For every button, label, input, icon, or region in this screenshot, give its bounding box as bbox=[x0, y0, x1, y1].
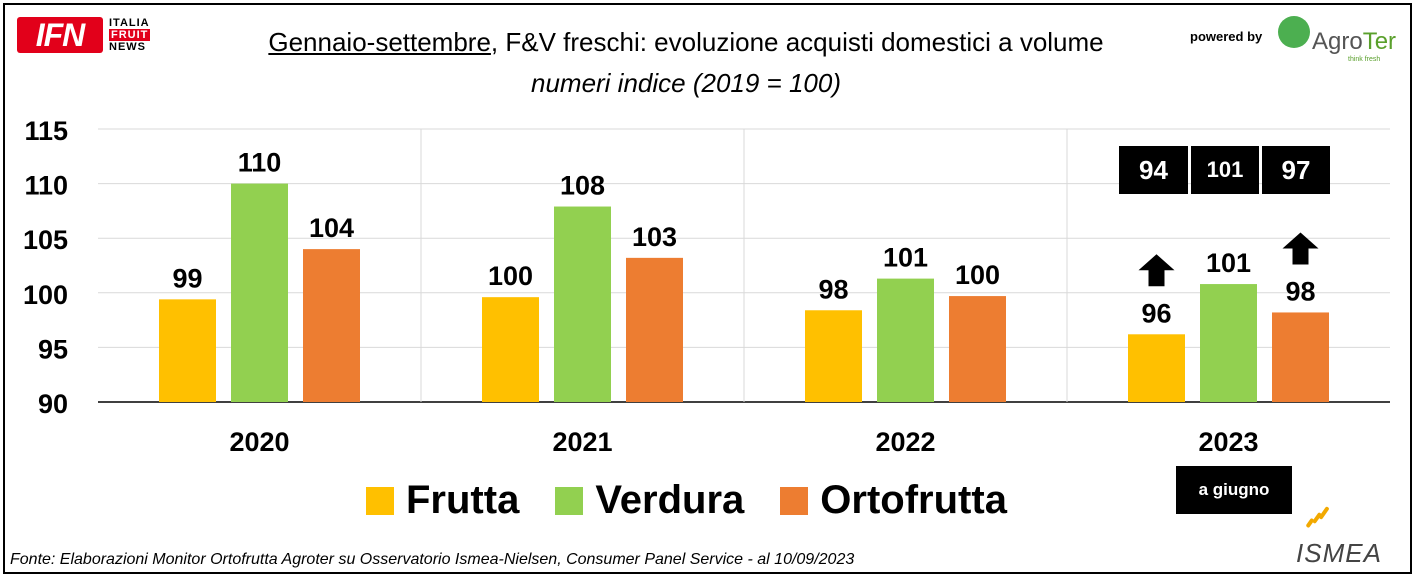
chart-title-period: Gennaio-settembre bbox=[268, 27, 491, 57]
x-tick-label: 2020 bbox=[229, 427, 289, 457]
ifn-logo-line2: FRUIT bbox=[109, 29, 151, 41]
y-tick-label: 110 bbox=[24, 171, 68, 201]
data-label: 98 bbox=[1285, 276, 1315, 306]
legend-swatch-verdura bbox=[555, 486, 584, 515]
bar-verdura-2023 bbox=[1200, 284, 1257, 402]
agroter-tagline: think fresh bbox=[1348, 56, 1381, 63]
comparison-ortofrutta: 97 bbox=[1262, 146, 1330, 194]
legend-item-verdura: Verdura bbox=[555, 478, 744, 523]
ismea-sun-icon bbox=[1306, 506, 1329, 528]
agroter-word-a: Agro bbox=[1312, 28, 1363, 55]
chart-title-rest: , F&V freschi: evoluzione acquisti domes… bbox=[490, 27, 1104, 57]
data-label: 101 bbox=[1206, 248, 1251, 278]
x-tick-label: 2023 bbox=[1198, 427, 1258, 457]
legend-item-ortofrutta: Ortofrutta bbox=[780, 478, 1007, 523]
data-label: 103 bbox=[632, 222, 677, 252]
data-label: 104 bbox=[309, 213, 354, 243]
note-2023-badge: a giugno bbox=[1176, 466, 1292, 514]
ifn-logo-letters: IFN bbox=[17, 17, 103, 53]
chart-title: Gennaio-settembre, F&V freschi: evoluzio… bbox=[0, 27, 1372, 58]
ifn-logo-line1: ITALIA bbox=[109, 17, 150, 29]
ifn-logo: IFN ITALIA FRUIT NEWS bbox=[17, 17, 162, 59]
y-tick-label: 105 bbox=[23, 225, 68, 255]
bar-ortofrutta-2023 bbox=[1272, 312, 1329, 402]
source-note: Fonte: Elaborazioni Monitor Ortofrutta A… bbox=[10, 551, 855, 568]
bar-ortofrutta-2021 bbox=[626, 257, 683, 402]
ifn-logo-text: ITALIA FRUIT NEWS bbox=[109, 17, 151, 53]
bar-frutta-2022 bbox=[805, 310, 862, 402]
data-label: 96 bbox=[1141, 298, 1171, 328]
powered-by-label: powered by bbox=[1190, 29, 1263, 44]
up-arrow-icon bbox=[1282, 232, 1319, 265]
chart-subtitle: numeri indice (2019 = 100) bbox=[530, 68, 842, 98]
data-label: 99 bbox=[172, 263, 202, 293]
ismea-wordmark: ISMEA bbox=[1296, 538, 1382, 568]
comparison-verdura: 101 bbox=[1191, 146, 1259, 194]
bar-ortofrutta-2020 bbox=[303, 249, 360, 402]
agroter-word-b: Ter bbox=[1362, 28, 1397, 55]
y-tick-label: 90 bbox=[38, 389, 68, 419]
y-tick-label: 95 bbox=[38, 334, 68, 364]
data-label: 98 bbox=[818, 274, 848, 304]
agroter-wordmark: AgroTer bbox=[1312, 28, 1396, 56]
legend-label-frutta: Frutta bbox=[406, 478, 520, 522]
legend-label-ortofrutta: Ortofrutta bbox=[820, 478, 1007, 522]
bar-verdura-2020 bbox=[231, 183, 288, 402]
chart-legend: Frutta Verdura Ortofrutta bbox=[366, 478, 1043, 523]
y-tick-label: 115 bbox=[24, 116, 68, 146]
legend-label-verdura: Verdura bbox=[595, 478, 745, 522]
x-tick-label: 2022 bbox=[875, 427, 935, 457]
comparison-frutta: 94 bbox=[1119, 146, 1188, 194]
up-arrow-icon bbox=[1138, 254, 1175, 287]
bar-verdura-2022 bbox=[877, 278, 934, 402]
bar-verdura-2021 bbox=[554, 206, 611, 402]
ifn-logo-line3: NEWS bbox=[109, 41, 146, 53]
comparison-boxes: 94 101 97 bbox=[1119, 146, 1333, 194]
data-label: 101 bbox=[883, 243, 928, 273]
y-tick-label: 100 bbox=[23, 280, 68, 310]
legend-swatch-ortofrutta bbox=[780, 486, 809, 515]
ismea-logo: ISMEA bbox=[1296, 502, 1406, 568]
agroter-tree-icon bbox=[1278, 16, 1310, 48]
bar-ortofrutta-2022 bbox=[949, 296, 1006, 402]
agroter-logo: AgroTer think fresh bbox=[1278, 16, 1400, 63]
chart-frame bbox=[3, 3, 1412, 574]
bar-frutta-2021 bbox=[482, 297, 539, 402]
legend-item-frutta: Frutta bbox=[366, 478, 519, 523]
bar-frutta-2020 bbox=[159, 299, 216, 402]
legend-swatch-frutta bbox=[366, 486, 394, 515]
data-label: 100 bbox=[488, 261, 533, 291]
x-tick-label: 2021 bbox=[552, 427, 612, 457]
data-label: 108 bbox=[560, 171, 605, 201]
data-label: 100 bbox=[955, 260, 1000, 290]
bar-frutta-2023 bbox=[1128, 334, 1185, 402]
data-label: 110 bbox=[238, 148, 282, 178]
